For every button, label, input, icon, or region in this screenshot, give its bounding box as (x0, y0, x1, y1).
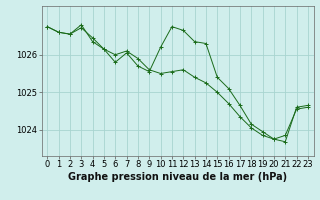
X-axis label: Graphe pression niveau de la mer (hPa): Graphe pression niveau de la mer (hPa) (68, 172, 287, 182)
